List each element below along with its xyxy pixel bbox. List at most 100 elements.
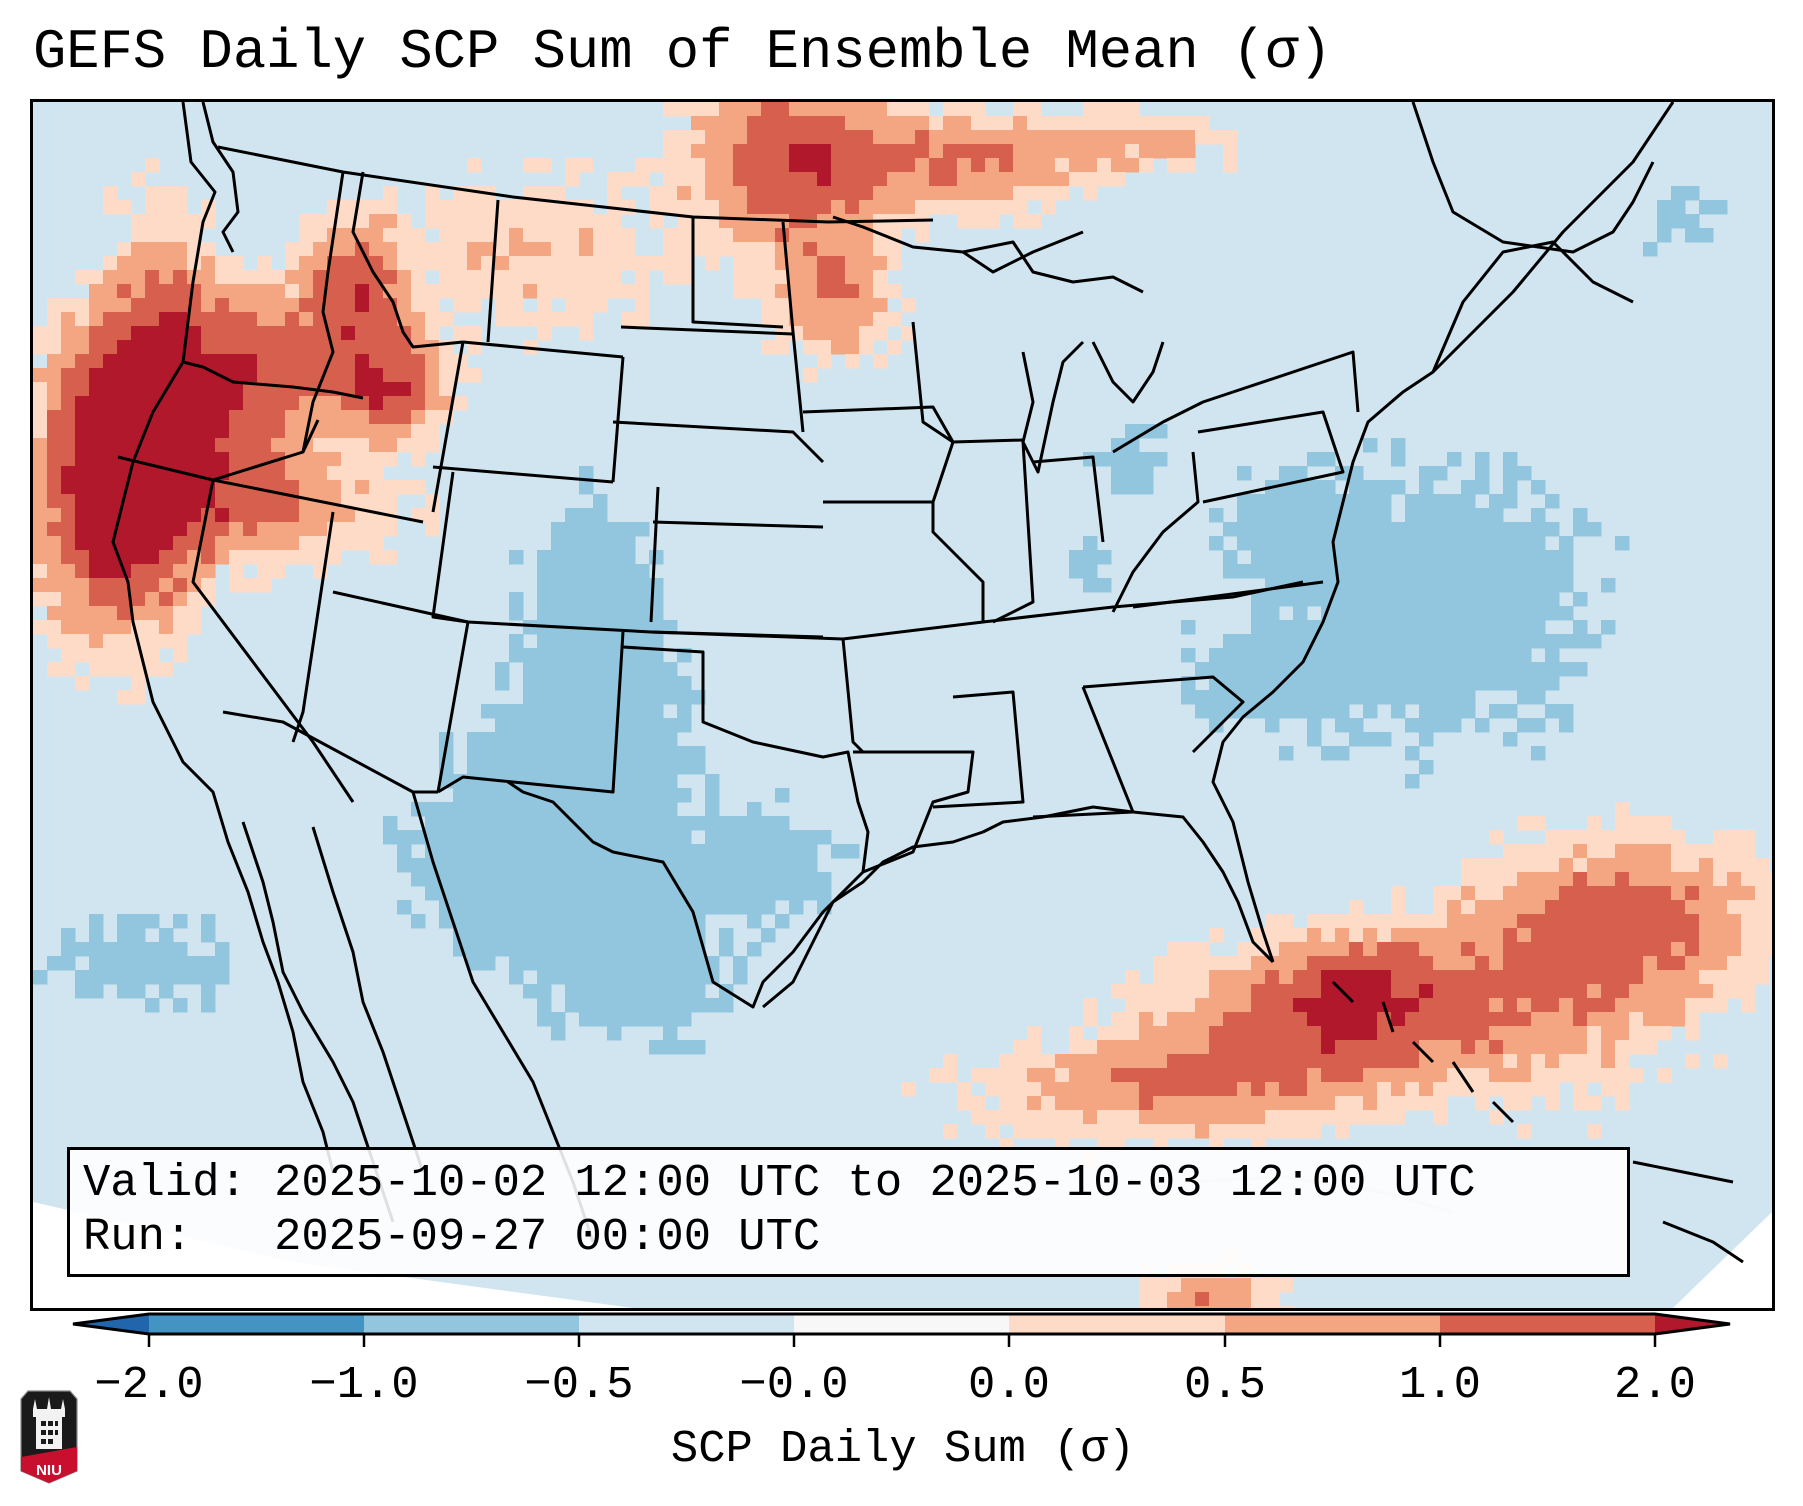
grid-cell [1559, 858, 1574, 873]
grid-cell [1517, 900, 1532, 915]
grid-cell [131, 662, 146, 677]
grid-cell [1321, 634, 1336, 649]
grid-cell [1461, 620, 1476, 635]
grid-cell [1503, 970, 1518, 985]
grid-cell [1111, 452, 1126, 467]
grid-cell [1335, 606, 1350, 621]
grid-cell [1293, 676, 1308, 691]
grid-cell [579, 312, 594, 327]
grid-cell [1307, 732, 1322, 747]
grid-cell [341, 410, 356, 425]
grid-cell [1083, 158, 1098, 173]
grid-cell [719, 144, 734, 159]
grid-cell [1321, 1068, 1336, 1083]
grid-cell [117, 928, 132, 943]
grid-cell [1363, 1026, 1378, 1041]
grid-cell [537, 900, 552, 915]
grid-cell [1363, 984, 1378, 999]
grid-cell [1405, 1054, 1420, 1069]
grid-cell [565, 928, 580, 943]
grid-cell [943, 130, 958, 145]
grid-cell [1195, 1082, 1210, 1097]
grid-cell [621, 312, 636, 327]
grid-cell [1027, 1068, 1042, 1083]
grid-cell [1083, 116, 1098, 131]
grid-cell [1531, 508, 1546, 523]
grid-cell [103, 326, 118, 341]
grid-cell [691, 760, 706, 775]
grid-cell [1489, 998, 1504, 1013]
grid-cell [537, 606, 552, 621]
grid-cell [1139, 1054, 1154, 1069]
grid-cell [355, 214, 370, 229]
grid-cell [579, 788, 594, 803]
grid-cell [1223, 1292, 1238, 1307]
grid-cell [1447, 1026, 1462, 1041]
grid-cell [1475, 564, 1490, 579]
grid-cell [1643, 872, 1658, 887]
grid-cell [1111, 172, 1126, 187]
grid-cell [537, 158, 552, 173]
grid-cell [509, 844, 524, 859]
grid-cell [593, 242, 608, 257]
grid-cell [1503, 662, 1518, 677]
grid-cell [579, 928, 594, 943]
grid-cell [719, 130, 734, 145]
grid-cell [1475, 634, 1490, 649]
grid-cell [733, 816, 748, 831]
grid-cell [1279, 662, 1294, 677]
grid-cell [1685, 228, 1700, 243]
grid-cell [1461, 564, 1476, 579]
grid-cell [1475, 466, 1490, 481]
grid-cell [999, 1068, 1014, 1083]
grid-cell [719, 928, 734, 943]
grid-cell [257, 340, 272, 355]
grid-cell [173, 508, 188, 523]
grid-cell [733, 172, 748, 187]
grid-cell [1349, 508, 1364, 523]
grid-cell [971, 1110, 986, 1125]
grid-cell [1461, 886, 1476, 901]
grid-cell [1671, 1012, 1686, 1027]
grid-cell [425, 830, 440, 845]
grid-cell [495, 732, 510, 747]
grid-cell [1545, 704, 1560, 719]
grid-cell [663, 970, 678, 985]
grid-cell [159, 368, 174, 383]
grid-cell [1461, 956, 1476, 971]
colorbar-tick-label: 0.5 [1184, 1359, 1266, 1411]
grid-cell [565, 550, 580, 565]
grid-cell [327, 270, 342, 285]
grid-cell [705, 256, 720, 271]
grid-cell [201, 354, 216, 369]
grid-cell [243, 284, 258, 299]
grid-cell [1251, 690, 1266, 705]
grid-cell [1167, 116, 1182, 131]
grid-cell [1657, 844, 1672, 859]
grid-cell [61, 438, 76, 453]
grid-cell [1545, 984, 1560, 999]
grid-cell [775, 270, 790, 285]
grid-cell [411, 242, 426, 257]
grid-cell [299, 326, 314, 341]
grid-cell [691, 116, 706, 131]
grid-cell [1503, 928, 1518, 943]
grid-cell [1279, 1026, 1294, 1041]
grid-cell [607, 942, 622, 957]
grid-cell [229, 382, 244, 397]
grid-cell [1237, 942, 1252, 957]
grid-cell [1363, 522, 1378, 537]
grid-cell [593, 942, 608, 957]
logo-text: NIU [36, 1462, 62, 1479]
grid-cell [61, 942, 76, 957]
grid-cell [1097, 1124, 1112, 1139]
grid-cell [1363, 970, 1378, 985]
grid-cell [1167, 998, 1182, 1013]
grid-cell [495, 872, 510, 887]
grid-cell [1237, 648, 1252, 663]
grid-cell [453, 396, 468, 411]
grid-cell [327, 298, 342, 313]
grid-cell [1503, 1026, 1518, 1041]
grid-cell [551, 844, 566, 859]
grid-cell [1559, 928, 1574, 943]
